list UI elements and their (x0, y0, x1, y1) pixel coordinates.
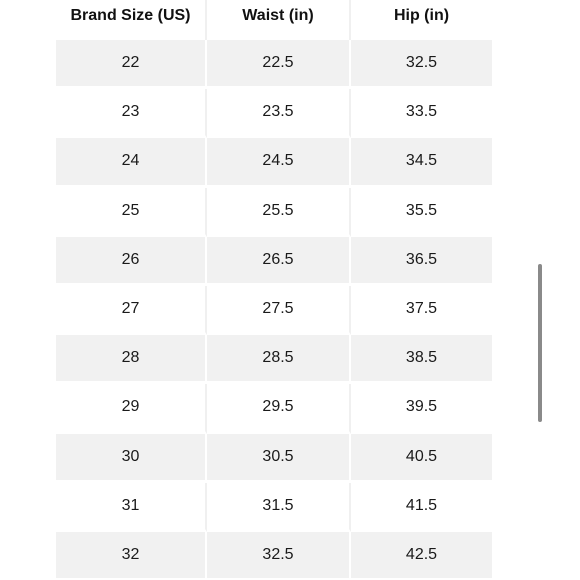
brand-size-cell: 29 (56, 384, 207, 434)
table-row: 32 32.5 42.5 (56, 531, 492, 580)
brand-size-cell: 31 (56, 482, 207, 532)
waist-cell: 27.5 (207, 285, 351, 336)
hip-cell: 39.5 (351, 384, 492, 434)
table-row: 27 27.5 37.5 (56, 285, 492, 336)
hip-cell: 42.5 (351, 531, 492, 580)
waist-cell: 28.5 (207, 335, 351, 385)
waist-cell: 26.5 (207, 236, 351, 286)
table-row: 22 22.5 32.5 (56, 40, 492, 90)
waist-cell: 24.5 (207, 138, 351, 188)
brand-size-cell: 22 (56, 40, 207, 90)
hip-cell: 36.5 (351, 236, 492, 286)
table-row: 29 29.5 39.5 (56, 384, 492, 434)
hip-cell: 37.5 (351, 285, 492, 336)
brand-size-cell: 27 (56, 285, 207, 336)
hip-cell: 35.5 (351, 187, 492, 237)
brand-size-cell: 25 (56, 187, 207, 237)
brand-size-cell: 30 (56, 433, 207, 483)
table-row: 30 30.5 40.5 (56, 433, 492, 483)
brand-size-cell: 26 (56, 236, 207, 286)
column-header-hip: Hip (in) (393, 7, 450, 24)
waist-cell: 22.5 (207, 40, 351, 90)
hip-cell: 34.5 (351, 138, 492, 188)
column-header-waist: Waist (in) (207, 0, 351, 40)
table-row: 23 23.5 33.5 (56, 89, 492, 139)
brand-size-cell: 32 (56, 531, 207, 580)
brand-size-cell: 28 (56, 335, 207, 385)
waist-cell: 30.5 (207, 433, 351, 483)
waist-cell: 29.5 (207, 384, 351, 434)
hip-cell: 32.5 (351, 40, 492, 90)
hip-cell: 33.5 (351, 89, 492, 139)
table-row: 31 31.5 41.5 (56, 482, 492, 532)
table-row: 25 25.5 35.5 (56, 187, 492, 237)
table-row: 28 28.5 38.5 (56, 335, 492, 385)
hip-cell: 38.5 (351, 335, 492, 385)
table-row: 26 26.5 36.5 (56, 236, 492, 286)
table-row: 24 24.5 34.5 (56, 138, 492, 188)
waist-cell: 32.5 (207, 531, 351, 580)
hip-cell: 40.5 (351, 433, 492, 483)
table-header-row: Brand Size (US) Waist (in) Hip (in) (56, 0, 492, 40)
waist-cell: 25.5 (207, 187, 351, 237)
column-header-brand-size: Brand Size (US) (56, 0, 207, 40)
brand-size-cell: 24 (56, 138, 207, 188)
waist-cell: 23.5 (207, 89, 351, 139)
vertical-scrollbar[interactable] (538, 264, 542, 422)
waist-cell: 31.5 (207, 482, 351, 532)
hip-cell: 41.5 (351, 482, 492, 532)
brand-size-cell: 23 (56, 89, 207, 139)
size-chart-table: Brand Size (US) Waist (in) Hip (in) 22 2… (56, 0, 492, 580)
